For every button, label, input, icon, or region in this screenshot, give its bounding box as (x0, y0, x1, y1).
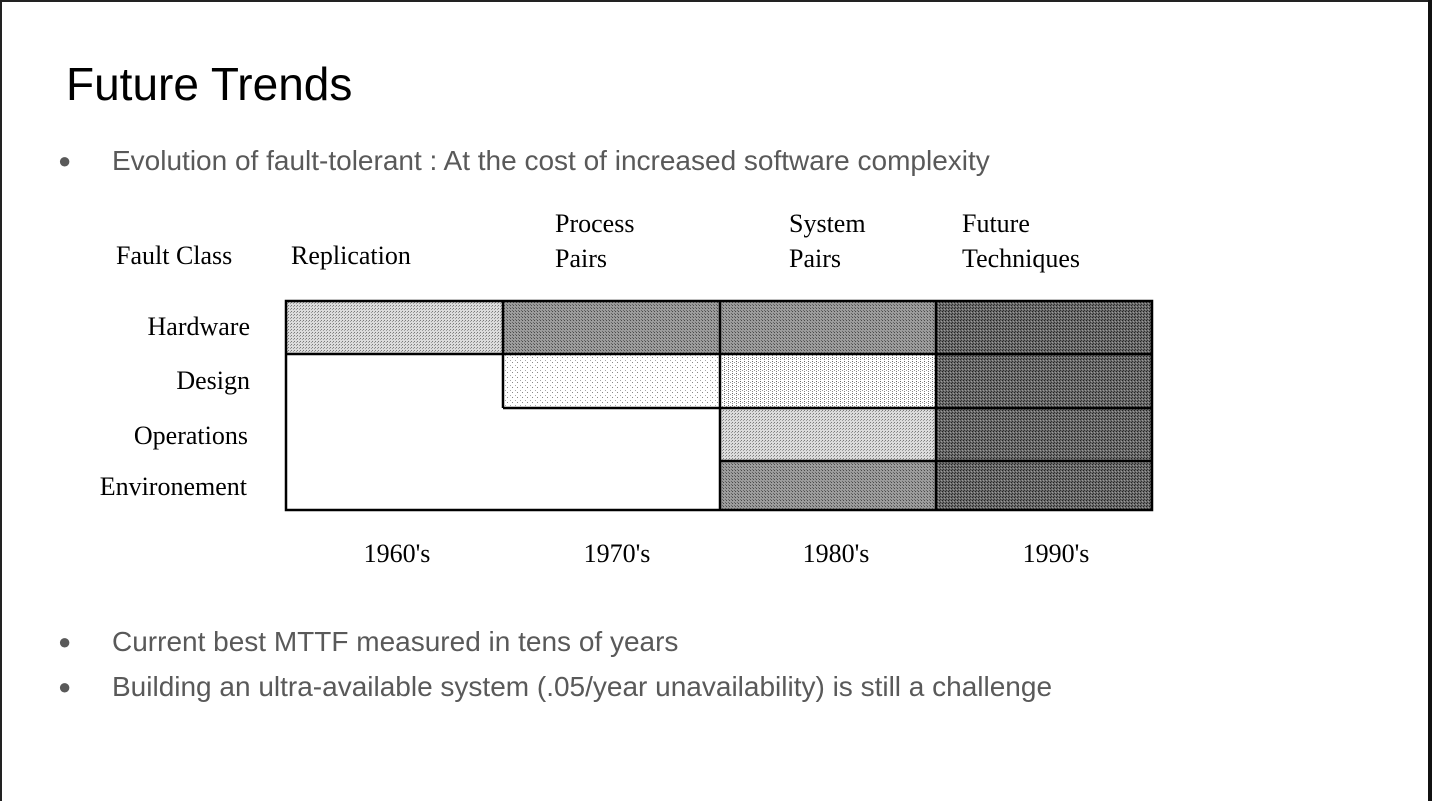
bullet-item: ● Current best MTTF measured in tens of y… (58, 626, 678, 658)
bullet-text: Current best MTTF measured in tens of ye… (112, 626, 679, 657)
technique-header-future-line2: Techniques (962, 244, 1080, 273)
bullet-icon: ● (58, 148, 72, 173)
technique-header-future: Future (962, 209, 1030, 238)
row-label-operations: Operations (134, 421, 248, 450)
cell-operations-1980s (720, 408, 936, 461)
cell-hardware-1990s (936, 301, 1152, 354)
row-label-hardware: Hardware (148, 312, 251, 341)
bullet-text: Building an ultra-available system (.05/… (112, 671, 1053, 702)
row-label-design: Design (176, 366, 250, 395)
technique-header-process-pairs: Process (555, 209, 634, 238)
decade-label-1970s: 1970's (584, 539, 651, 568)
decade-label-1990s: 1990's (1023, 539, 1090, 568)
decade-label-1960s: 1960's (364, 539, 431, 568)
coverage-grid-lines (284, 299, 1154, 512)
bullet-icon: ● (58, 674, 72, 699)
cell-hardware-1980s (720, 301, 936, 354)
technique-header-process-pairs-line2: Pairs (555, 244, 607, 273)
window-edge (1428, 0, 1432, 801)
cell-environment-1980s (720, 461, 936, 510)
cell-operations-1990s (936, 408, 1152, 461)
bullet-item: ● Evolution of fault-tolerant : At the co… (58, 145, 990, 177)
bullet-icon: ● (58, 629, 72, 654)
technique-header-system-pairs-line2: Pairs (789, 244, 841, 273)
bullet-item: ● Building an ultra-available system (.05… (58, 671, 1052, 703)
fault-tolerance-diagram: Fault Class Replication Process Pairs Sy… (72, 197, 1172, 577)
cell-design-1990s (936, 354, 1152, 408)
technique-header-system-pairs: System (789, 209, 866, 238)
cell-design-1970s (503, 354, 720, 408)
cell-environment-1990s (936, 461, 1152, 510)
decade-label-1980s: 1980's (803, 539, 870, 568)
row-label-environment: Environement (100, 472, 248, 501)
cell-hardware-1960s (286, 301, 503, 354)
technique-header-replication: Replication (291, 241, 411, 270)
cell-hardware-1970s (503, 301, 720, 354)
fault-class-header: Fault Class (116, 241, 232, 270)
slide-title: Future Trends (66, 58, 353, 110)
bullet-text: Evolution of fault-tolerant : At the cos… (112, 145, 990, 176)
cell-design-1980s (720, 354, 936, 408)
